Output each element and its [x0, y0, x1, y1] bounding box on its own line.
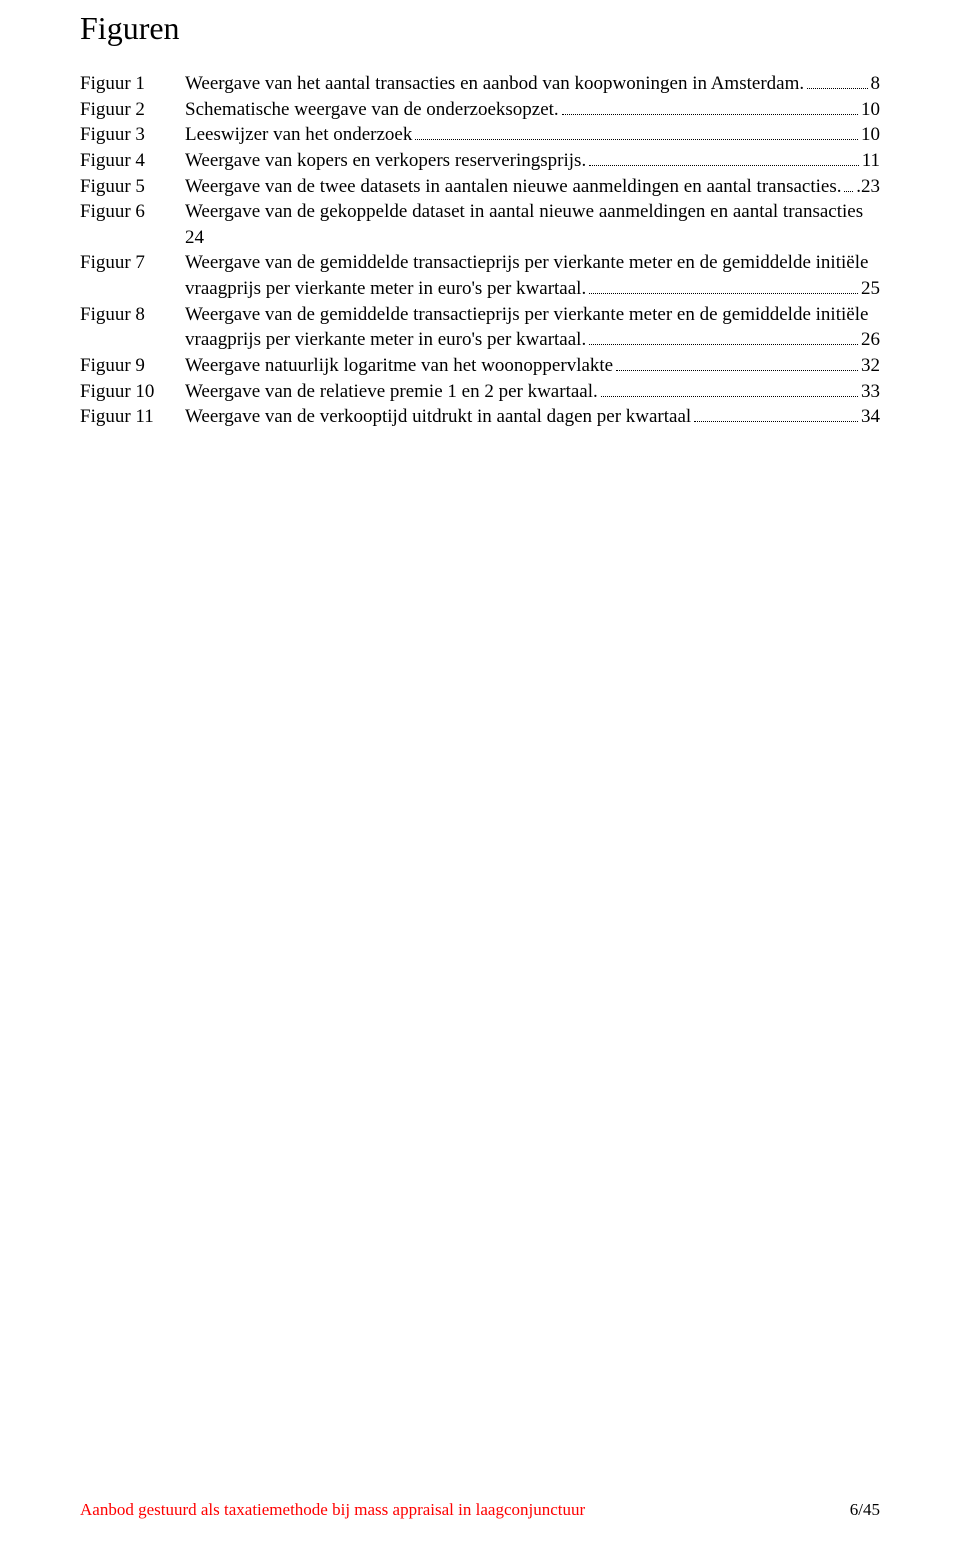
- figure-page-number: 10: [861, 97, 880, 123]
- figure-entry: Figuur 6Weergave van de gekoppelde datas…: [80, 199, 880, 250]
- figure-description-line: Weergave natuurlijk logaritme van het wo…: [185, 353, 880, 379]
- figure-label: Figuur 5: [80, 174, 185, 200]
- figure-label: Figuur 3: [80, 122, 185, 148]
- figure-description-wrap: Weergave van de gemiddelde transactiepri…: [185, 250, 880, 301]
- figure-description-text: vraagprijs per vierkante meter in euro's…: [185, 327, 586, 353]
- figure-description-wrap: Weergave van kopers en verkopers reserve…: [185, 148, 880, 174]
- figure-page-number: 34: [861, 404, 880, 430]
- figure-description-wrap: Weergave van de relatieve premie 1 en 2 …: [185, 379, 880, 405]
- figure-label: Figuur 7: [80, 250, 185, 276]
- figure-page-number: 26: [861, 327, 880, 353]
- dot-leader: [589, 330, 858, 345]
- dot-leader: [694, 407, 858, 422]
- figure-description-line: 24: [185, 225, 880, 251]
- figure-label: Figuur 8: [80, 302, 185, 328]
- figure-description-text: Weergave van de gemiddelde transactiepri…: [185, 250, 868, 276]
- figure-description-line: Weergave van het aantal transacties en a…: [185, 71, 880, 97]
- figure-description-line: vraagprijs per vierkante meter in euro's…: [185, 327, 880, 353]
- figure-page-number: 8: [871, 71, 881, 97]
- figure-description-line: Schematische weergave van de onderzoekso…: [185, 97, 880, 123]
- figure-description-text: Weergave van de twee datasets in aantale…: [185, 174, 841, 200]
- dot-leader: [601, 382, 858, 397]
- figure-description-text: Leeswijzer van het onderzoek: [185, 122, 412, 148]
- dot-leader: [807, 74, 867, 89]
- figure-description-text: vraagprijs per vierkante meter in euro's…: [185, 276, 586, 302]
- figure-page-number: 32: [861, 353, 880, 379]
- figure-label: Figuur 9: [80, 353, 185, 379]
- dot-leader: [589, 151, 859, 166]
- figure-entry: Figuur 2Schematische weergave van de ond…: [80, 97, 880, 123]
- figure-description-text: Weergave van het aantal transacties en a…: [185, 71, 804, 97]
- figure-entry: Figuur 3Leeswijzer van het onderzoek 10: [80, 122, 880, 148]
- figure-label: Figuur 10: [80, 379, 185, 405]
- figure-entry: Figuur 7Weergave van de gemiddelde trans…: [80, 250, 880, 301]
- figure-entry: Figuur 11Weergave van de verkooptijd uit…: [80, 404, 880, 430]
- dot-leader: [589, 279, 858, 294]
- figure-description-wrap: Leeswijzer van het onderzoek 10: [185, 122, 880, 148]
- figure-label: Figuur 6: [80, 199, 185, 225]
- figure-description-line: Weergave van de verkooptijd uitdrukt in …: [185, 404, 880, 430]
- figure-entry: Figuur 1Weergave van het aantal transact…: [80, 71, 880, 97]
- figure-description-line: Weergave van de gemiddelde transactiepri…: [185, 302, 880, 328]
- dot-leader: [616, 356, 858, 371]
- figure-description-wrap: Weergave van het aantal transacties en a…: [185, 71, 880, 97]
- figure-description-text: Weergave van de gemiddelde transactiepri…: [185, 302, 868, 328]
- figure-description-wrap: Weergave van de verkooptijd uitdrukt in …: [185, 404, 880, 430]
- figure-label: Figuur 11: [80, 404, 185, 430]
- dot-leader: [562, 99, 858, 114]
- figure-description-line: Weergave van de relatieve premie 1 en 2 …: [185, 379, 880, 405]
- figure-entry: Figuur 10Weergave van de relatieve premi…: [80, 379, 880, 405]
- figure-label: Figuur 4: [80, 148, 185, 174]
- figure-label: Figuur 1: [80, 71, 185, 97]
- figure-page-number: 11: [862, 148, 880, 174]
- figure-description-line: Leeswijzer van het onderzoek 10: [185, 122, 880, 148]
- figure-description-line: Weergave van kopers en verkopers reserve…: [185, 148, 880, 174]
- figure-entry: Figuur 8Weergave van de gemiddelde trans…: [80, 302, 880, 353]
- figure-description-wrap: Weergave van de twee datasets in aantale…: [185, 174, 880, 200]
- figure-description-line: vraagprijs per vierkante meter in euro's…: [185, 276, 880, 302]
- page: Figuren Figuur 1Weergave van het aantal …: [0, 0, 960, 1560]
- figure-description-line: Weergave van de twee datasets in aantale…: [185, 174, 880, 200]
- page-title: Figuren: [80, 10, 880, 47]
- dot-leader: [415, 125, 858, 140]
- figure-page-number: 25: [861, 276, 880, 302]
- figure-label: Figuur 2: [80, 97, 185, 123]
- dot-leader: [844, 176, 853, 191]
- figure-description-text: Schematische weergave van de onderzoekso…: [185, 97, 559, 123]
- page-footer: Aanbod gestuurd als taxatiemethode bij m…: [80, 1500, 880, 1520]
- figures-list: Figuur 1Weergave van het aantal transact…: [80, 71, 880, 430]
- figure-page-number: 33: [861, 379, 880, 405]
- figure-description-wrap: Weergave natuurlijk logaritme van het wo…: [185, 353, 880, 379]
- figure-entry: Figuur 4Weergave van kopers en verkopers…: [80, 148, 880, 174]
- footer-left-text: Aanbod gestuurd als taxatiemethode bij m…: [80, 1500, 585, 1520]
- figure-description-wrap: Weergave van de gemiddelde transactiepri…: [185, 302, 880, 353]
- figure-description-text: 24: [185, 225, 204, 251]
- figure-description-wrap: Schematische weergave van de onderzoekso…: [185, 97, 880, 123]
- figure-page-number: 10: [861, 122, 880, 148]
- figure-description-text: Weergave van de verkooptijd uitdrukt in …: [185, 404, 691, 430]
- figure-description-text: Weergave van de relatieve premie 1 en 2 …: [185, 379, 598, 405]
- figure-description-line: Weergave van de gekoppelde dataset in aa…: [185, 199, 880, 225]
- figure-description-text: Weergave natuurlijk logaritme van het wo…: [185, 353, 613, 379]
- figure-page-number: .23: [856, 174, 880, 200]
- figure-description-text: Weergave van kopers en verkopers reserve…: [185, 148, 586, 174]
- figure-description-line: Weergave van de gemiddelde transactiepri…: [185, 250, 880, 276]
- figure-description-wrap: Weergave van de gekoppelde dataset in aa…: [185, 199, 880, 250]
- figure-entry: Figuur 9Weergave natuurlijk logaritme va…: [80, 353, 880, 379]
- figure-entry: Figuur 5Weergave van de twee datasets in…: [80, 174, 880, 200]
- figure-description-text: Weergave van de gekoppelde dataset in aa…: [185, 199, 863, 225]
- footer-page-number: 6/45: [850, 1500, 880, 1520]
